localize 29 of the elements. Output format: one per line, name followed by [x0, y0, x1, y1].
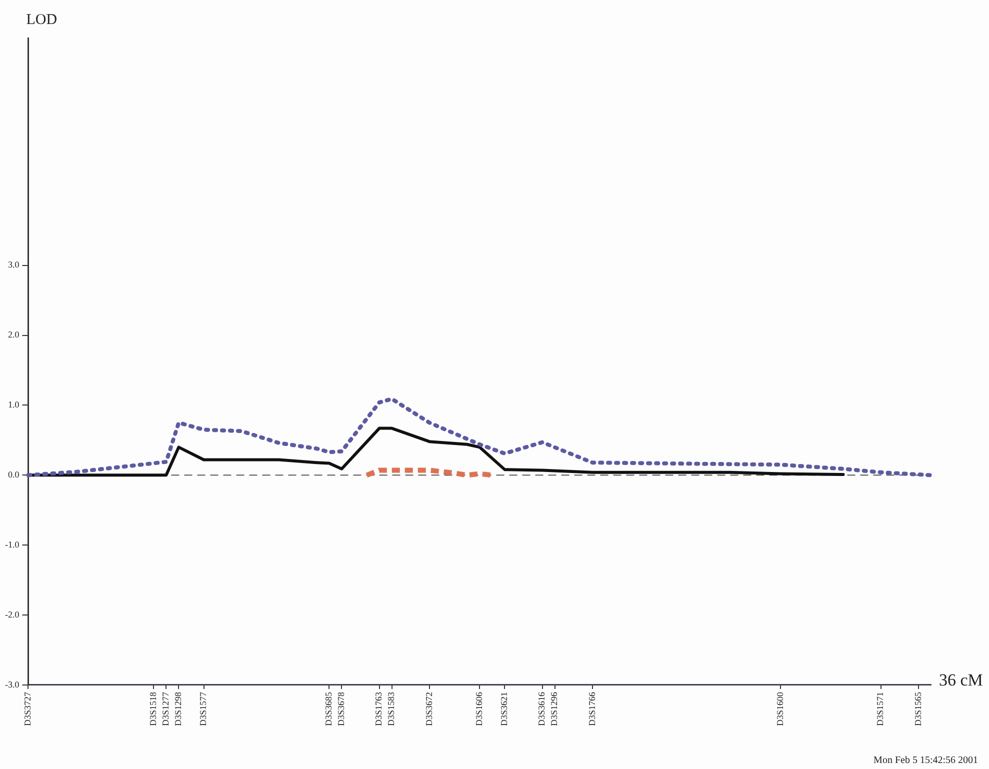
- x-axis-title: 36 cM: [939, 670, 983, 690]
- x-tick-label: D3S1518: [148, 692, 158, 726]
- x-tick-label: D3S3672: [424, 692, 434, 726]
- text: Mon Feb 5 15:42:56 2001: [874, 755, 978, 766]
- x-tick-label: D3S3678: [336, 692, 346, 726]
- y-tick-label: 1.0: [8, 400, 20, 410]
- x-tick-label: D3S3727: [22, 692, 33, 726]
- x-tick-label: D3S1296: [549, 692, 560, 726]
- x-tick-label: D3S1766: [586, 692, 597, 726]
- x-tick-label: D3S1583: [386, 692, 396, 726]
- y-tick-label: -1.0: [4, 539, 20, 550]
- x-tick-label: D3S1600: [774, 692, 785, 726]
- x-tick-label: D3S3616: [536, 692, 547, 726]
- x-tick-label: D3S1298: [173, 692, 184, 726]
- x-tick-label: D3S3621: [499, 692, 510, 726]
- y-tick-label: 0.0: [8, 470, 20, 480]
- x-tick-label: D3S1571: [875, 692, 886, 726]
- x-tick-label: D3S1277: [160, 692, 171, 726]
- x-tick-label: D3S1606: [474, 692, 484, 726]
- y-tick-label: -3.0: [4, 679, 20, 690]
- y-tick-label: 2.0: [8, 330, 20, 340]
- x-tick-label: D3S1577: [198, 692, 208, 726]
- y-axis-title: LOD: [26, 12, 58, 28]
- y-tick-label: -2.0: [4, 609, 20, 620]
- y-tick-label: 3.0: [8, 260, 20, 270]
- x-tick-label: D3S1763: [374, 692, 384, 726]
- line-series: [26, 396, 933, 478]
- x-tick-label: D3S1565: [912, 692, 923, 726]
- x-tick-label: D3S3685: [324, 692, 334, 726]
